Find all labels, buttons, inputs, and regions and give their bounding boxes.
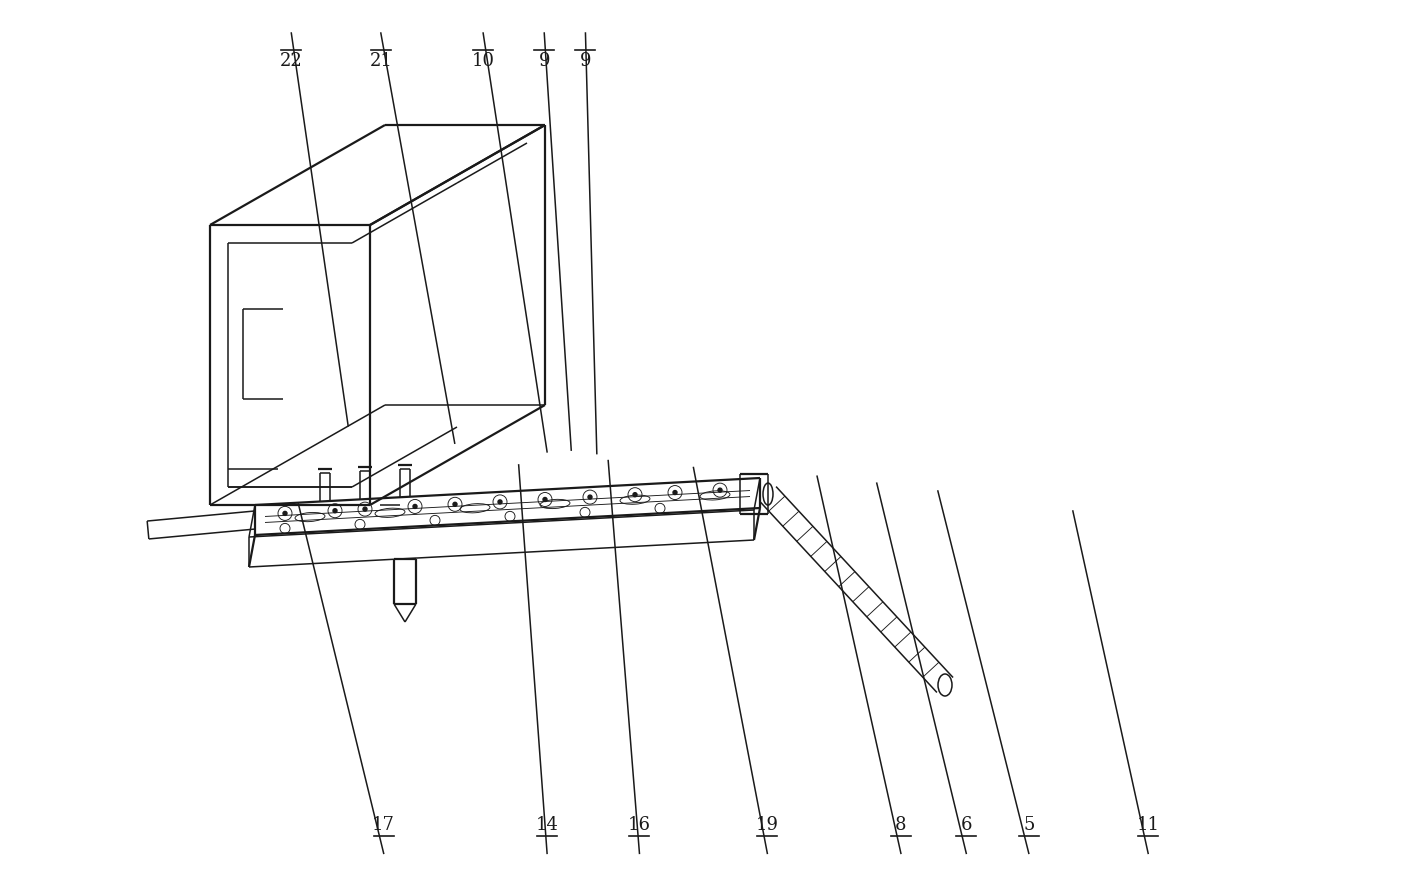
Text: 16: 16 [628, 816, 651, 834]
Circle shape [543, 497, 547, 501]
Text: 14: 14 [536, 816, 558, 834]
Circle shape [453, 502, 458, 507]
Circle shape [414, 504, 416, 508]
Text: 17: 17 [372, 816, 395, 834]
Text: 22: 22 [280, 52, 303, 70]
Circle shape [632, 493, 637, 497]
Circle shape [283, 511, 287, 515]
Text: 10: 10 [472, 52, 495, 70]
Circle shape [718, 488, 722, 492]
Text: 8: 8 [895, 816, 907, 834]
Circle shape [497, 500, 502, 504]
Text: 9: 9 [539, 52, 550, 70]
Text: 5: 5 [1023, 816, 1034, 834]
Circle shape [362, 507, 367, 511]
Text: 19: 19 [756, 816, 779, 834]
Circle shape [333, 508, 337, 513]
Circle shape [674, 490, 676, 494]
Text: 9: 9 [580, 52, 591, 70]
Text: 21: 21 [369, 52, 392, 70]
Text: 6: 6 [961, 816, 972, 834]
Text: 11: 11 [1137, 816, 1160, 834]
Circle shape [588, 495, 593, 499]
